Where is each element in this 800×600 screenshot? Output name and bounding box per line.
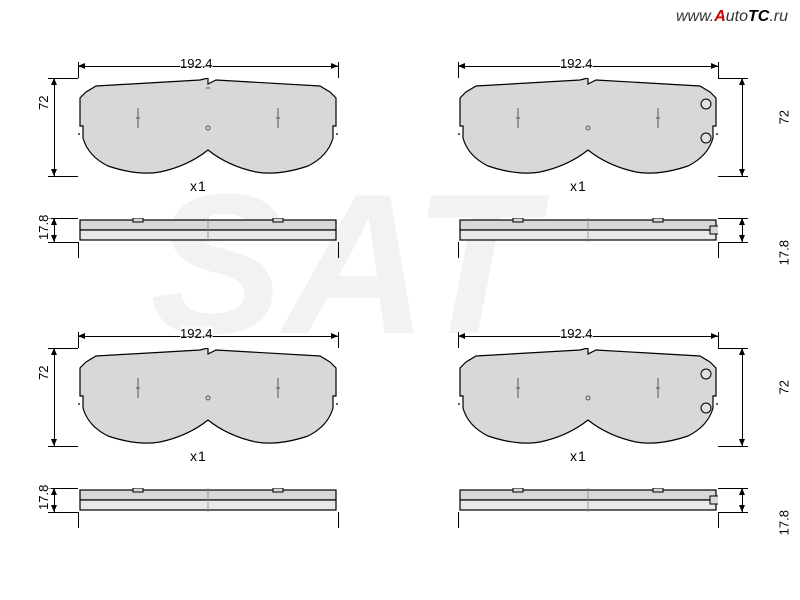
dim-arrow: [739, 505, 745, 512]
dim-thickness-label: 17.8: [36, 215, 51, 240]
dim-arrow: [331, 63, 338, 69]
dim-arrow: [51, 505, 57, 512]
dim-ext: [338, 512, 339, 528]
dim-ext: [48, 446, 78, 447]
pad-cell-3: 192.4 72 17.8 x1: [30, 320, 390, 580]
dim-ext: [718, 176, 748, 177]
brake-pad-front-sensor: [458, 78, 718, 176]
dim-width-label: 192.4: [180, 326, 213, 341]
dim-arrow: [711, 333, 718, 339]
dim-height-label: 72: [776, 110, 791, 124]
url-brand-tc: TC: [748, 8, 769, 25]
dim-line-right: [742, 78, 743, 176]
url-suffix: .ru: [769, 8, 788, 25]
quantity-label: x1: [190, 178, 207, 194]
dim-line-left: [54, 78, 55, 176]
quantity-label: x1: [190, 448, 207, 464]
dim-ext: [718, 446, 748, 447]
dim-height-label: 72: [776, 380, 791, 394]
dim-arrow: [739, 169, 745, 176]
dim-arrow: [739, 78, 745, 85]
dim-ext: [48, 512, 78, 513]
dim-ext: [718, 242, 719, 258]
dim-arrow: [739, 348, 745, 355]
dim-ext: [48, 176, 78, 177]
dim-arrow: [739, 218, 745, 225]
site-url: www.AutoTC.ru: [676, 8, 788, 26]
dim-height-label: 72: [36, 366, 51, 380]
quantity-label: x1: [570, 448, 587, 464]
dim-width-label: 192.4: [560, 56, 593, 71]
dim-arrow: [711, 63, 718, 69]
dim-arrow: [331, 333, 338, 339]
dim-thickness-label: 17.8: [36, 485, 51, 510]
dim-arrow: [739, 488, 745, 495]
dim-thickness-label: 17.8: [776, 240, 791, 265]
quantity-label: x1: [570, 178, 587, 194]
dim-arrow: [78, 333, 85, 339]
dim-arrow: [739, 235, 745, 242]
dim-arrow: [458, 333, 465, 339]
dim-ext: [718, 512, 748, 513]
dim-thickness-label: 17.8: [776, 510, 791, 535]
dim-arrow: [51, 348, 57, 355]
pad-cell-4: 192.4 72 17.8 x1: [410, 320, 770, 580]
brake-pad-side-sensor: [458, 218, 718, 242]
brake-pad-side-sensor: [458, 488, 718, 512]
dim-line-right: [742, 348, 743, 446]
dim-ext: [338, 242, 339, 258]
pad-cell-1: 192.4 72 17.8 x1: [30, 50, 390, 310]
url-prefix: www.: [676, 8, 714, 25]
brake-pad-front-sensor: [458, 348, 718, 446]
brake-pad-front: [78, 78, 338, 176]
dim-ext: [78, 512, 79, 528]
brake-pad-side: [78, 218, 338, 242]
dim-ext: [338, 62, 339, 78]
dim-arrow: [51, 488, 57, 495]
dim-line-left: [54, 348, 55, 446]
diagram-grid: 192.4 72 17.8 x1: [30, 50, 770, 580]
dim-arrow: [51, 439, 57, 446]
url-brand-uto: uto: [726, 8, 748, 25]
dim-ext: [78, 242, 79, 258]
dim-width-label: 192.4: [560, 326, 593, 341]
dim-arrow: [739, 439, 745, 446]
url-brand-a: A: [714, 8, 726, 25]
dim-ext: [718, 242, 748, 243]
pad-cell-2: 192.4 72 17.8 x1: [410, 50, 770, 310]
dim-arrow: [458, 63, 465, 69]
brake-pad-front: [78, 348, 338, 446]
dim-arrow: [51, 235, 57, 242]
dim-ext: [458, 242, 459, 258]
brake-pad-side: [78, 488, 338, 512]
dim-height-label: 72: [36, 96, 51, 110]
dim-ext: [338, 332, 339, 348]
dim-ext: [48, 242, 78, 243]
dim-arrow: [51, 169, 57, 176]
dim-arrow: [51, 218, 57, 225]
dim-arrow: [78, 63, 85, 69]
dim-ext: [718, 332, 719, 348]
dim-width-label: 192.4: [180, 56, 213, 71]
dim-ext: [718, 62, 719, 78]
dim-arrow: [51, 78, 57, 85]
dim-ext: [458, 512, 459, 528]
dim-ext: [718, 512, 719, 528]
